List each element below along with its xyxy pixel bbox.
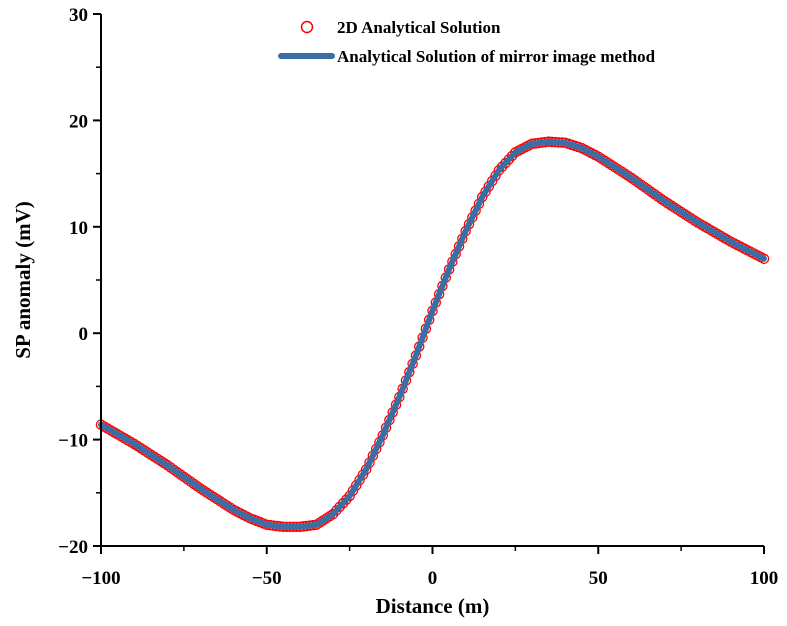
y-tick-label: 10 <box>69 218 88 239</box>
x-tick-label: 0 <box>428 568 438 589</box>
series-mirror-image-method-line <box>98 138 767 530</box>
data-point <box>500 157 511 169</box>
x-tick-label: 100 <box>750 568 779 589</box>
legend: 2D Analytical Solution Analytical Soluti… <box>278 18 656 66</box>
data-point <box>337 497 349 509</box>
y-tick-label: 0 <box>79 324 89 345</box>
x-tick-label: −50 <box>252 568 282 589</box>
legend-label-2d-analytical-solution: 2D Analytical Solution <box>337 18 501 37</box>
data-point <box>506 150 518 162</box>
data-point <box>341 494 352 505</box>
y-tick-label: 20 <box>69 111 88 132</box>
legend-marker-2d-analytical-solution <box>300 20 314 34</box>
data-point <box>496 161 508 173</box>
x-tick-label: −100 <box>81 568 120 589</box>
data-point <box>334 501 345 513</box>
y-tick-label: −20 <box>58 537 88 558</box>
y-tick-label: 30 <box>69 5 88 26</box>
legend-label-mirror-image-method: Analytical Solution of mirror image meth… <box>337 47 656 66</box>
x-tick-label: 50 <box>589 568 608 589</box>
data-point <box>331 505 342 516</box>
x-axis-title: Distance (m) <box>376 594 490 618</box>
y-tick-label: −10 <box>58 431 88 452</box>
y-axis-title: SP anomaly (mV) <box>11 201 35 359</box>
series-2d-analytical-solution <box>95 136 770 533</box>
plot-area <box>95 136 770 533</box>
data-point <box>503 154 514 165</box>
